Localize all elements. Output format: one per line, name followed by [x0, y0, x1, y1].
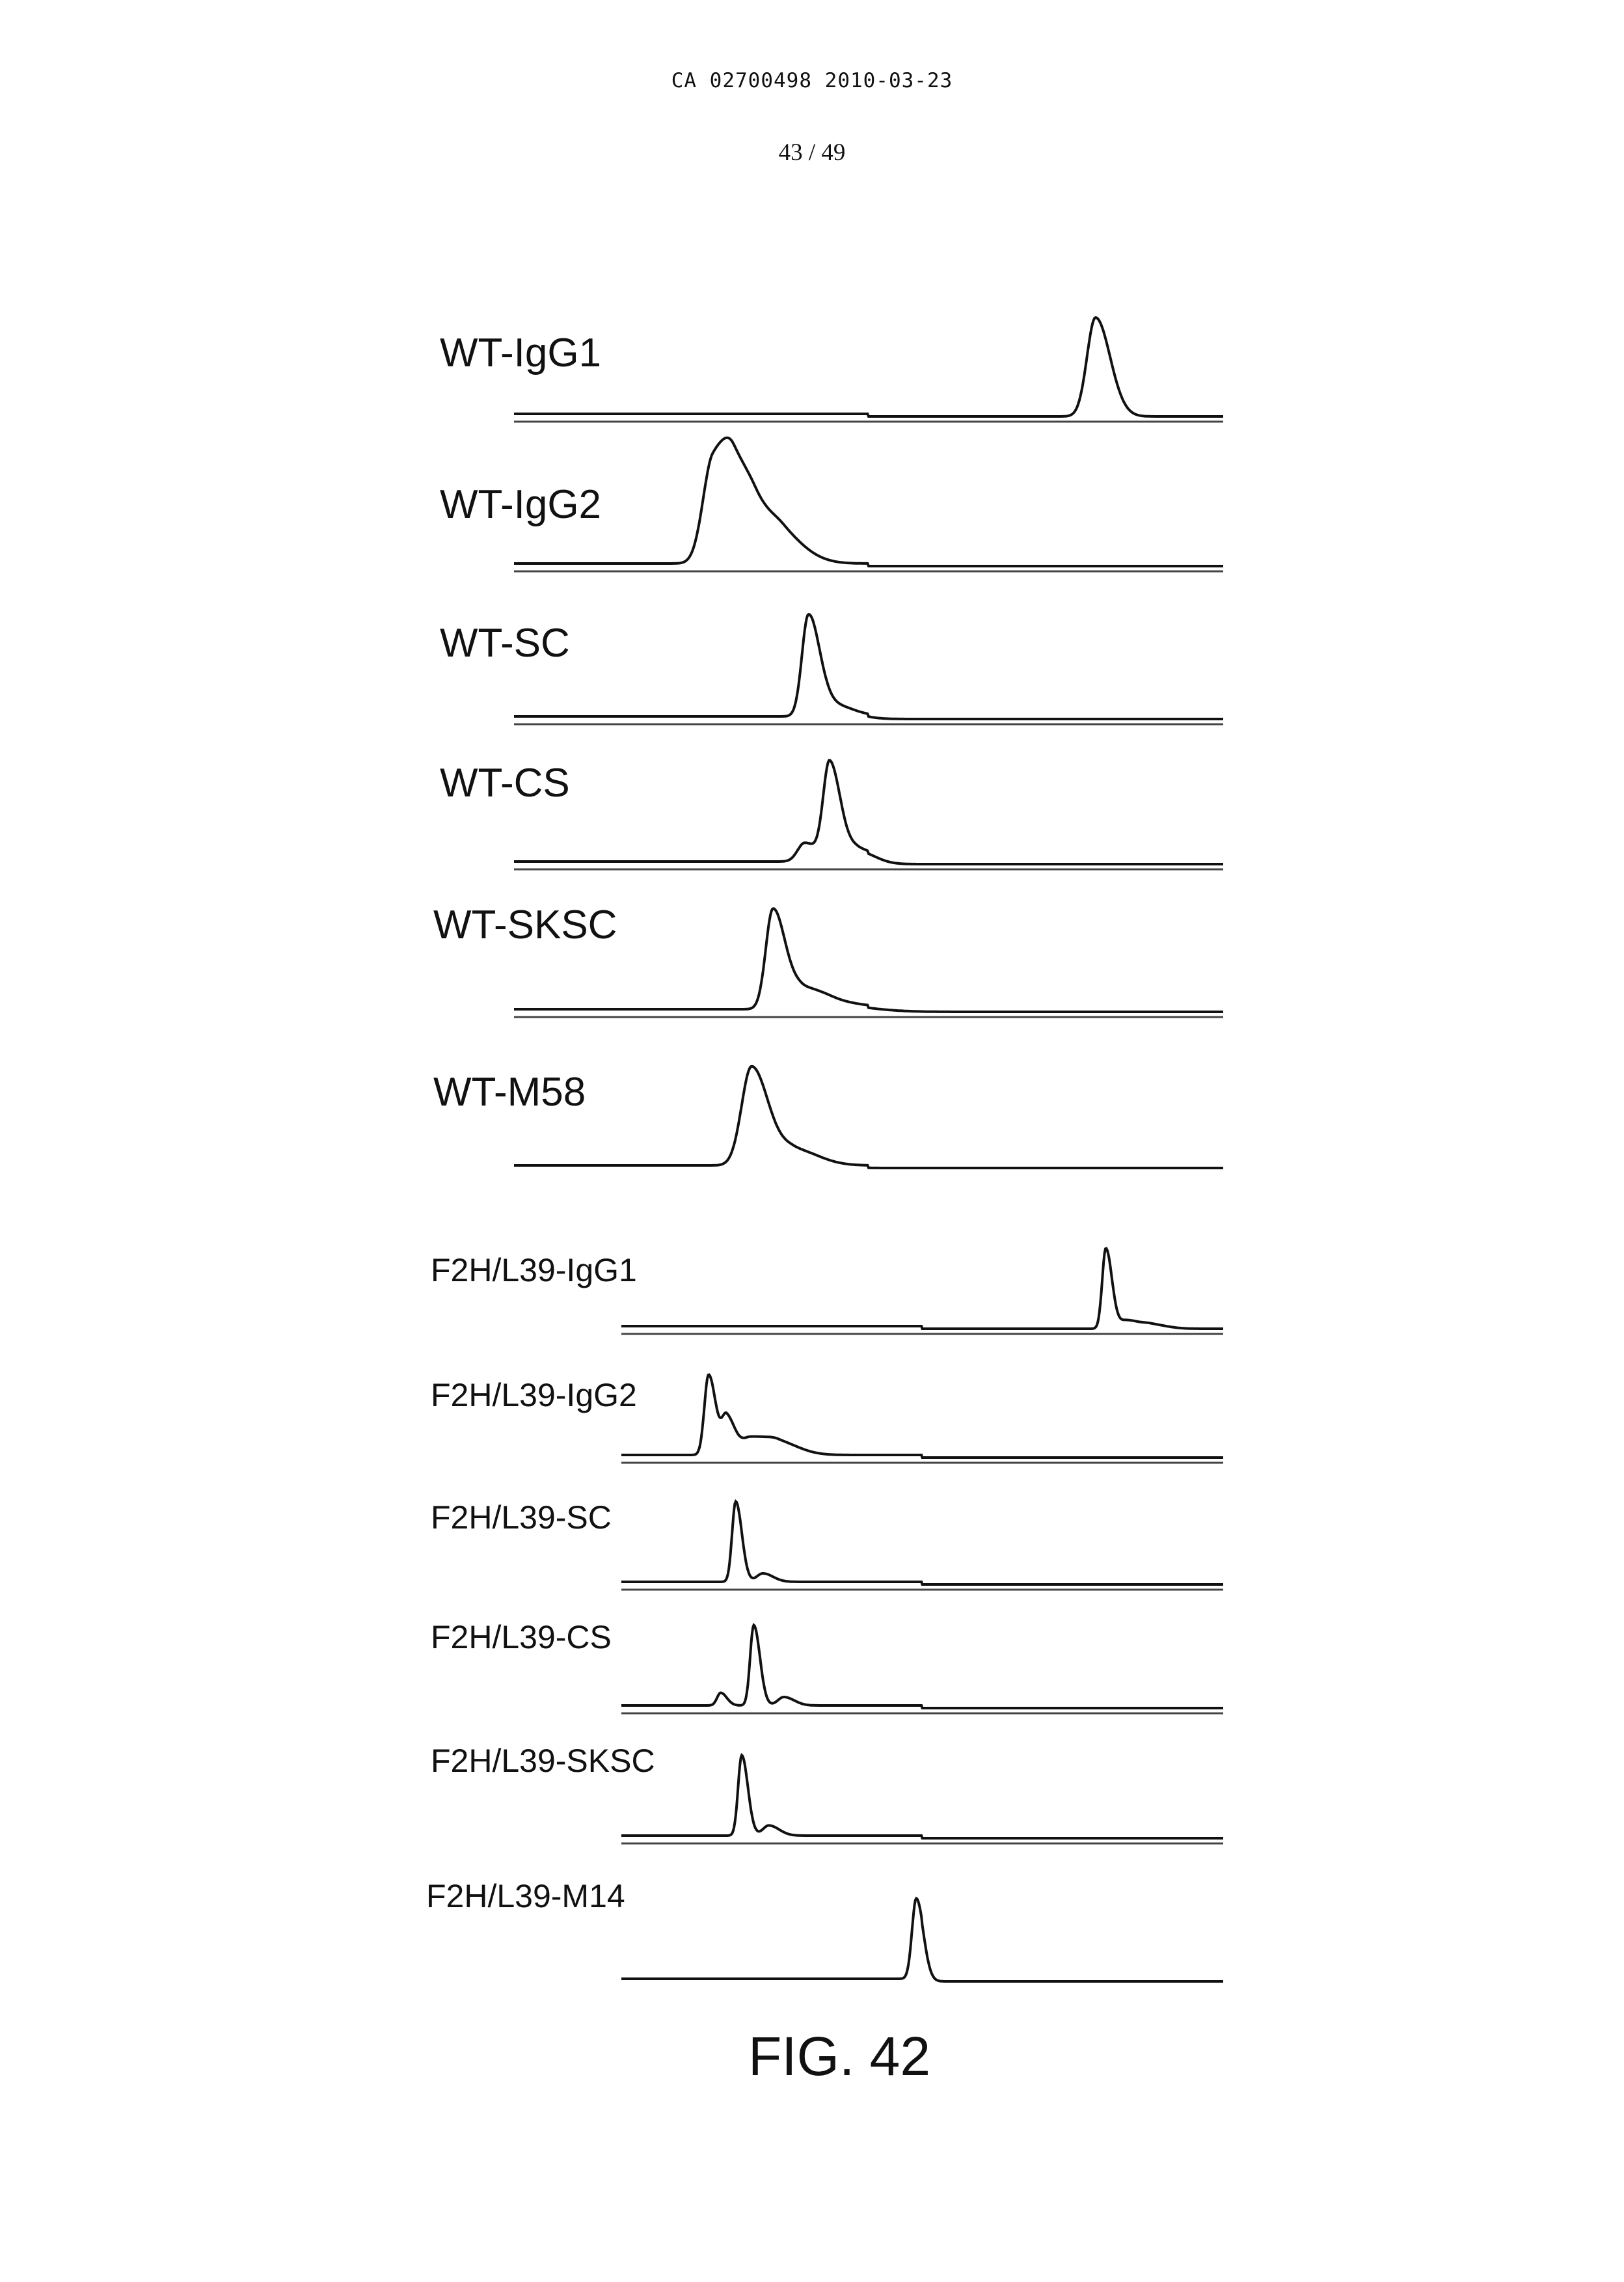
trace-line — [621, 1502, 1223, 1585]
trace-line — [621, 1249, 1223, 1329]
trace-line — [621, 1756, 1223, 1839]
trace-line — [621, 1625, 1223, 1709]
figure-caption: FIG. 42 — [748, 2025, 930, 2088]
trace-line — [621, 1899, 1223, 1982]
trace-line — [621, 1375, 1223, 1458]
trace-line — [514, 614, 1223, 719]
trace-line — [514, 318, 1223, 416]
trace-line — [514, 1066, 1223, 1168]
trace-line — [514, 438, 1223, 566]
trace-line — [514, 760, 1223, 864]
trace-line — [514, 908, 1223, 1012]
